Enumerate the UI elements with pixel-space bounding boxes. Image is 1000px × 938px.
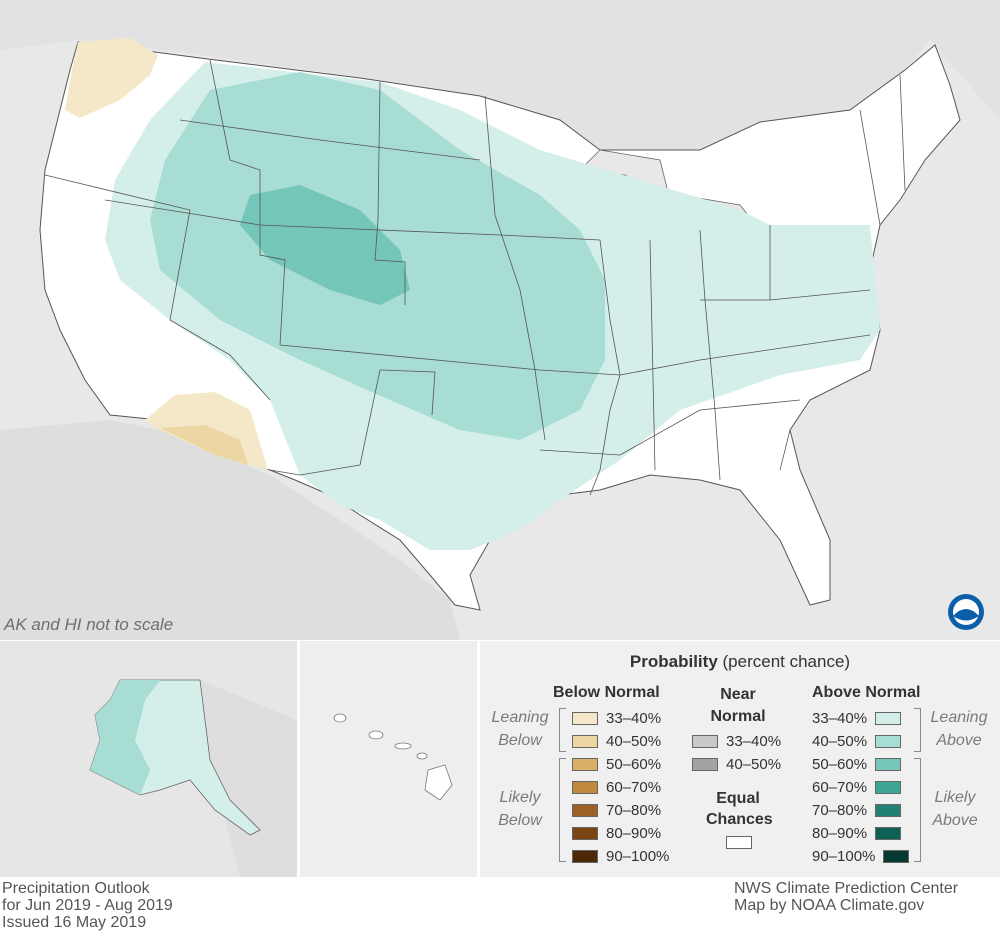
above-normal-swatch (875, 803, 902, 817)
above-normal-range-label: 40–50% (812, 732, 868, 750)
near-normal-range-label: 40–50% (726, 755, 782, 773)
footer-right: NWS Climate Prediction Center Map by NOA… (734, 880, 958, 914)
leaning-above-line2: Above (936, 732, 982, 749)
below-normal-swatch (572, 849, 598, 863)
legend-title: Probability (percent chance) (480, 652, 1000, 672)
below-normal-swatch (572, 711, 598, 725)
footer-left: Precipitation Outlook for Jun 2019 - Aug… (2, 880, 173, 931)
footer-outlook-title: Precipitation Outlook (2, 880, 150, 897)
above-normal-swatch (875, 826, 902, 840)
near-normal-swatch (692, 757, 718, 771)
likely-below-line1: Likely (499, 789, 541, 806)
likely-above-bracket (914, 758, 921, 862)
below-normal-row: 50–60% (572, 753, 661, 775)
below-normal-range-label: 60–70% (606, 778, 662, 796)
footer-period: for Jun 2019 - Aug 2019 (2, 897, 173, 914)
near-normal-header-line1: Near (720, 686, 756, 703)
below-normal-range-label: 80–90% (606, 824, 662, 842)
below-normal-range-label: 40–50% (606, 732, 662, 750)
above-normal-swatch (875, 734, 902, 748)
below-normal-range-label: 70–80% (606, 801, 662, 819)
above-normal-range-label: 90–100% (812, 847, 876, 865)
below-normal-swatch (572, 803, 598, 817)
above-normal-row: 40–50% (812, 730, 902, 752)
leaning-below-label: Leaning Below (485, 706, 555, 752)
leaning-below-line2: Below (498, 732, 542, 749)
not-to-scale-note: AK and HI not to scale (4, 615, 174, 634)
canada-inset-region (200, 680, 297, 877)
equal-chances-swatch (726, 836, 752, 849)
below-normal-row: 70–80% (572, 799, 661, 821)
canada-region (0, 0, 1000, 150)
below-normal-row: 90–100% (572, 845, 669, 867)
equal-chances-header: Equal Chances (706, 788, 773, 830)
below-40-50-sw-zone (160, 425, 248, 465)
above-normal-row: 33–40% (812, 707, 902, 729)
near-normal-header: Near Normal (706, 684, 770, 728)
equal-chances-line1: Equal (716, 790, 760, 807)
above-normal-swatch (875, 757, 902, 771)
below-normal-row: 80–90% (572, 822, 661, 844)
likely-below-line2: Below (498, 812, 542, 829)
state-borders (44, 59, 906, 496)
near-normal-range-label: 33–40% (726, 732, 782, 750)
above-normal-row: 50–60% (812, 753, 902, 775)
above-normal-range-label: 80–90% (812, 824, 868, 842)
footer-credit-cpc: NWS Climate Prediction Center (734, 880, 959, 897)
leaning-below-line1: Leaning (491, 709, 549, 726)
below-leaning-nw-zone (65, 38, 158, 118)
mexico-region (0, 420, 460, 640)
below-normal-row: 33–40% (572, 707, 661, 729)
footer-credit-climate: Map by NOAA Climate.gov (734, 897, 925, 914)
above-normal-range-label: 33–40% (812, 709, 868, 727)
alaska-40-50-zone (90, 680, 160, 795)
above-normal-swatch (883, 849, 910, 863)
below-normal-row: 60–70% (572, 776, 661, 798)
above-normal-row: 70–80% (812, 799, 902, 821)
above-50-60-zone (240, 185, 410, 305)
leaning-below-bracket (559, 708, 566, 752)
near-normal-row: 40–50% (692, 753, 781, 775)
above-normal-range-label: 50–60% (812, 755, 868, 773)
below-normal-row: 40–50% (572, 730, 661, 752)
above-normal-swatch (875, 780, 902, 794)
noaa-logo (948, 594, 984, 630)
legend-title-rest: (percent chance) (717, 652, 851, 671)
below-normal-header: Below Normal (553, 684, 660, 701)
below-normal-swatch (572, 780, 598, 794)
leaning-above-line1: Leaning (930, 709, 988, 726)
leaning-above-bracket (914, 708, 921, 752)
below-normal-range-label: 50–60% (606, 755, 662, 773)
above-normal-range-label: 70–80% (812, 801, 868, 819)
equal-chances-swatch-wrap (726, 836, 752, 854)
likely-below-bracket (559, 758, 566, 862)
leaning-above-label: Leaning Above (922, 706, 996, 752)
likely-above-line2: Above (932, 812, 978, 829)
above-normal-row: 80–90% (812, 822, 902, 844)
near-normal-row: 33–40% (692, 730, 781, 752)
below-normal-swatch (572, 826, 598, 840)
likely-above-line1: Likely (934, 789, 976, 806)
hawaii-inset (300, 641, 477, 877)
hawaii-islands (333, 713, 453, 801)
below-normal-swatch (572, 734, 598, 748)
legend-title-bold: Probability (629, 652, 718, 671)
above-normal-header: Above Normal (812, 684, 921, 701)
below-normal-range-label: 33–40% (606, 709, 662, 727)
near-normal-swatch (692, 734, 718, 748)
footer-issued: Issued 16 May 2019 (2, 914, 147, 931)
above-normal-swatch (875, 711, 902, 725)
likely-below-label: Likely Below (485, 786, 555, 832)
likely-above-label: Likely Above (922, 786, 988, 832)
above-normal-row: 60–70% (812, 776, 902, 798)
above-normal-range-label: 60–70% (812, 778, 868, 796)
equal-chances-line2: Chances (706, 811, 773, 828)
near-normal-header-line2: Normal (710, 708, 766, 725)
below-normal-range-label: 90–100% (606, 847, 670, 865)
below-normal-swatch (572, 757, 598, 771)
above-normal-row: 90–100% (812, 845, 910, 867)
